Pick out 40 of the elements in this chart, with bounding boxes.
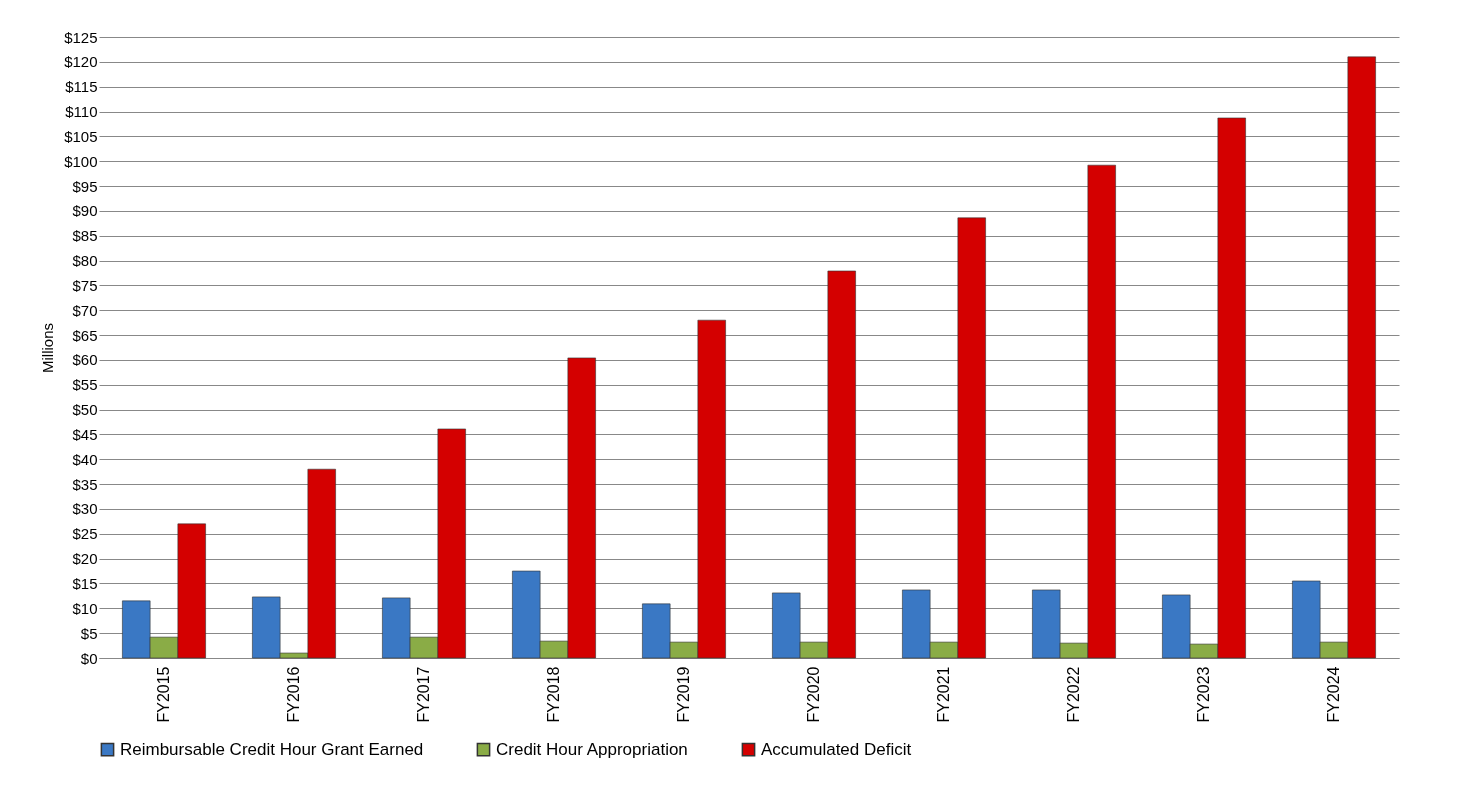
y-tick-label: $25 <box>72 525 98 543</box>
y-tick-label: $120 <box>64 53 98 71</box>
x-tick-label: FY2023 <box>1195 666 1212 723</box>
y-tick-label: $95 <box>72 177 98 195</box>
y-tick-label: $65 <box>72 326 98 344</box>
y-tick-label: $60 <box>72 351 98 369</box>
x-tick-label: FY2024 <box>1325 666 1342 723</box>
y-tick-label: $20 <box>72 550 98 568</box>
y-tick-label: $100 <box>64 152 98 170</box>
y-tick-label: $105 <box>64 127 98 145</box>
y-tick-label: $10 <box>72 599 98 617</box>
y-tick-label: $110 <box>65 103 98 121</box>
x-tick-label: FY2016 <box>285 666 302 723</box>
y-tick-label: $0 <box>80 649 98 667</box>
y-tick-label: $45 <box>72 425 98 443</box>
x-tick-label: FY2020 <box>805 666 822 723</box>
y-tick-label: $30 <box>72 500 98 518</box>
x-tick-label: FY2017 <box>415 666 432 723</box>
y-tick-label: $50 <box>72 401 98 419</box>
y-tick-label: $35 <box>72 475 98 493</box>
x-tick-label: FY2018 <box>545 666 562 723</box>
legend-label: Reimbursable Credit Hour Grant Earned <box>120 739 424 759</box>
y-tick-label: $5 <box>80 624 98 642</box>
y-tick-label: $80 <box>72 252 98 270</box>
y-tick-label: $70 <box>72 301 98 319</box>
x-tick-label: FY2015 <box>155 666 172 723</box>
y-tick-label: $40 <box>72 450 98 468</box>
y-tick-label: $115 <box>65 78 98 96</box>
x-tick-label: FY2019 <box>675 666 692 723</box>
x-tick-label: FY2021 <box>935 666 952 723</box>
y-tick-label: $55 <box>72 376 98 394</box>
y-tick-label: $90 <box>72 202 98 220</box>
y-tick-label: $75 <box>72 276 98 294</box>
legend-label: Accumulated Deficit <box>761 739 912 759</box>
y-axis-title: Millions <box>39 322 57 374</box>
y-tick-label: $15 <box>72 574 98 592</box>
y-tick-label: $85 <box>72 227 98 245</box>
y-tick-label: $125 <box>64 28 98 46</box>
legend-label: Credit Hour Appropriation <box>496 739 688 759</box>
x-tick-label: FY2022 <box>1065 666 1082 723</box>
